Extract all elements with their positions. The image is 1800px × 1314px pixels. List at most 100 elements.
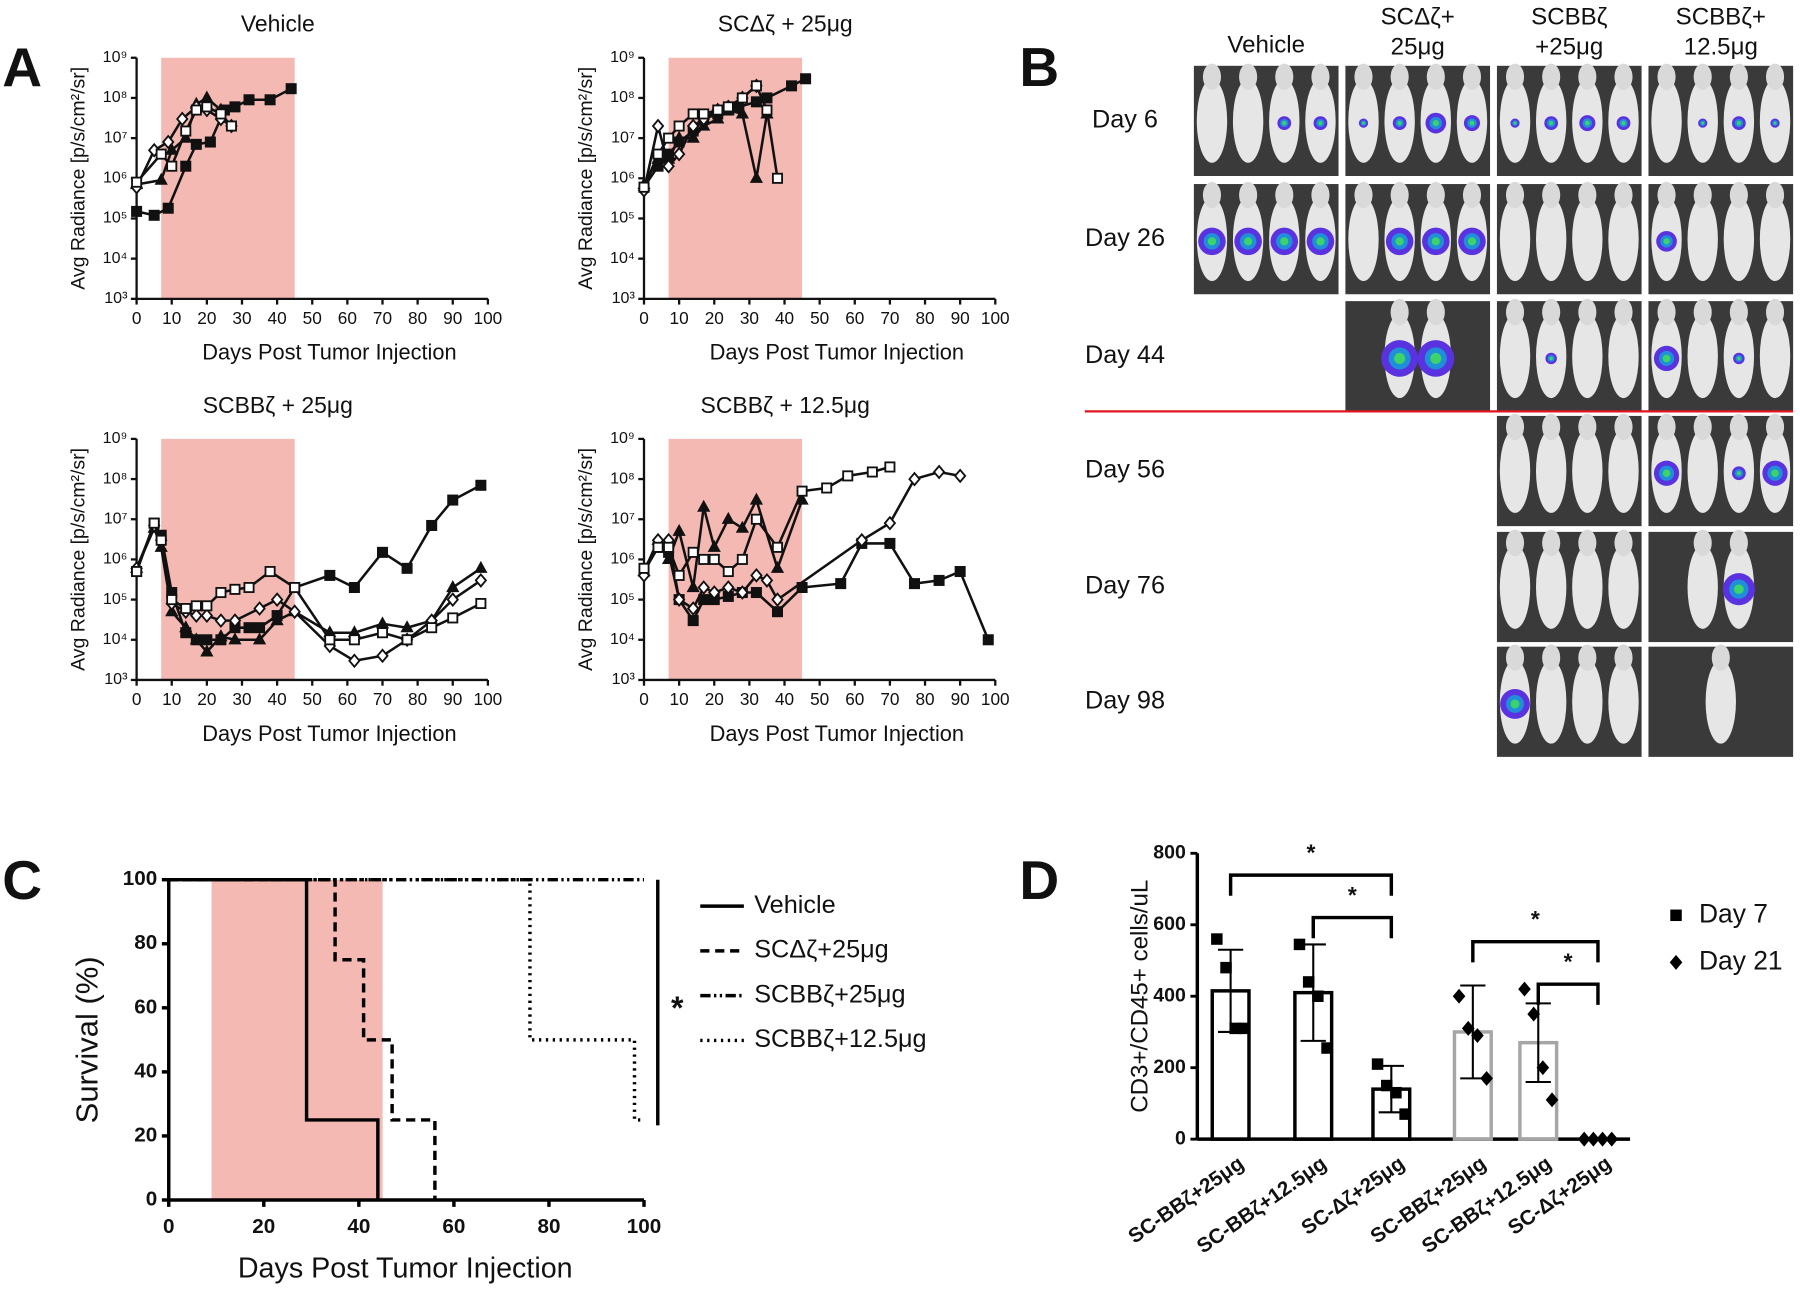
marker — [771, 541, 784, 553]
marker — [1390, 1086, 1402, 1099]
marker — [215, 587, 227, 599]
x-tick-label: 90 — [443, 689, 462, 709]
mouse — [1572, 314, 1603, 399]
marker — [253, 601, 266, 616]
x-tick-label: 0 — [132, 689, 142, 709]
marker — [750, 587, 762, 599]
y-tick-label: 10⁷ — [104, 509, 128, 527]
marker — [750, 96, 762, 108]
row-label: Day 56 — [1085, 456, 1165, 484]
marker — [982, 634, 994, 646]
signal — [1432, 120, 1439, 127]
column-header: SCBBζ+ 12.5μg — [1676, 4, 1766, 61]
mouse-head — [1505, 181, 1525, 209]
marker — [131, 566, 143, 578]
marker — [908, 578, 920, 590]
y-tick-label: 10⁹ — [103, 429, 128, 447]
chart-title: Vehicle — [241, 11, 315, 37]
y-tick-label: 10³ — [104, 670, 128, 688]
mouse-head — [1614, 529, 1633, 557]
marker — [131, 176, 143, 188]
marker — [1480, 1070, 1493, 1086]
marker — [243, 622, 255, 634]
marker — [474, 560, 488, 573]
signal — [1395, 237, 1404, 246]
signal — [1394, 352, 1406, 364]
mouse-head — [1239, 181, 1258, 209]
signal — [1510, 699, 1520, 709]
x-tick-label: 40 — [775, 308, 794, 328]
mouse-head — [1275, 63, 1294, 91]
x-tick-label: 80 — [537, 1215, 560, 1238]
x-tick-label: 40 — [347, 1215, 370, 1238]
y-tick-label: 10⁶ — [103, 550, 127, 568]
y-tick-label: 10⁷ — [611, 128, 635, 146]
mouse-head — [1505, 413, 1525, 441]
x-tick-label: 100 — [474, 689, 503, 709]
mouse-head — [1390, 63, 1409, 91]
mouse — [1499, 314, 1531, 399]
mouse-head — [1542, 529, 1561, 557]
marker — [166, 594, 178, 606]
significance-mark: * — [1531, 906, 1540, 932]
y-axis-label: CD3+/CD45+ cells/uL — [1126, 880, 1153, 1113]
column-header: Vehicle — [1227, 32, 1305, 59]
marker — [289, 581, 301, 594]
marker — [686, 580, 700, 593]
column-header-line: SCBBζ+ — [1676, 4, 1766, 31]
marker — [190, 138, 202, 150]
signal — [1662, 469, 1671, 478]
x-tick-label: 10 — [162, 689, 181, 709]
y-axis-label: Survival (%) — [70, 956, 105, 1123]
column-header-line: SCBBζ — [1531, 4, 1608, 31]
marker — [722, 101, 734, 113]
signal — [1467, 237, 1477, 246]
marker — [225, 120, 237, 132]
marker — [652, 541, 664, 553]
mouse-head — [1614, 298, 1633, 326]
x-tick-label: 30 — [232, 308, 251, 328]
x-tick-label: 30 — [740, 689, 759, 709]
mouse — [1196, 79, 1228, 163]
mouse-head — [1693, 529, 1712, 557]
signal — [1513, 121, 1517, 125]
marker — [686, 130, 700, 143]
marker — [475, 479, 487, 491]
mouse-head — [1311, 181, 1330, 209]
marker — [1380, 1079, 1393, 1092]
x-tick-label: 20 — [252, 1215, 275, 1238]
y-tick-label: 10⁵ — [103, 209, 128, 227]
marker — [176, 111, 189, 127]
marker — [663, 541, 675, 553]
y-tick-label: 10³ — [612, 670, 636, 688]
marker — [190, 600, 202, 612]
mouse — [1232, 79, 1264, 163]
marker — [663, 132, 675, 144]
signal — [1621, 121, 1626, 126]
marker — [842, 470, 854, 482]
mouse-head — [1426, 181, 1445, 209]
row-label: Day 6 — [1092, 106, 1158, 134]
mouse-head — [1578, 63, 1597, 91]
marker — [155, 534, 167, 546]
signal — [1316, 237, 1325, 246]
x-tick-label: 20 — [705, 308, 724, 328]
mouse-head — [1765, 63, 1785, 91]
y-tick-label: 80 — [134, 931, 157, 954]
significance-mark: * — [671, 990, 684, 1026]
x-tick-label: 100 — [981, 689, 1010, 709]
marker — [401, 634, 413, 646]
x-tick-label: 40 — [268, 308, 287, 328]
marker — [708, 585, 721, 600]
chart-title: SCΔζ + 25μg — [718, 11, 853, 37]
marker — [866, 466, 878, 478]
marker — [214, 613, 228, 629]
mouse-head — [1657, 413, 1676, 441]
row-label: Day 44 — [1085, 341, 1165, 369]
mouse-head — [1542, 181, 1561, 209]
signal — [1397, 121, 1402, 126]
mouse — [1535, 197, 1567, 282]
mouse-head — [1426, 298, 1445, 326]
x-axis-label: Days Post Tumor Injection — [710, 340, 964, 365]
y-tick-label: 10⁹ — [610, 429, 635, 447]
